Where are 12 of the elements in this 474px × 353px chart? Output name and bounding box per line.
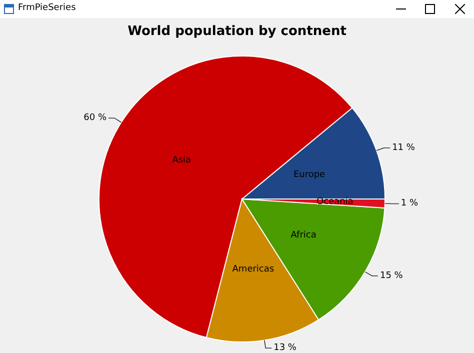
data-label: 15 % xyxy=(380,270,404,281)
slice-label: Oceania xyxy=(316,196,354,207)
text: FrmPieSeries xyxy=(18,3,76,13)
slice-label: Asia xyxy=(172,156,192,166)
slice-label: Europe xyxy=(293,170,326,180)
slice-label: Americas xyxy=(232,264,274,275)
chart-title: World population by contnent xyxy=(126,24,348,39)
data-label: 13 % xyxy=(274,343,297,353)
data-label: 11 % xyxy=(392,142,416,153)
data-label: 1 % xyxy=(400,198,419,209)
slice-label: Africa xyxy=(290,230,316,240)
data-label: 60 % xyxy=(84,113,107,124)
